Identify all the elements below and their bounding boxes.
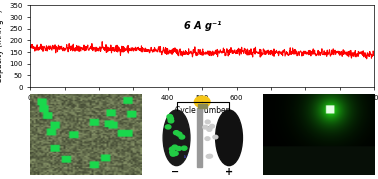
Circle shape [213, 135, 218, 139]
Text: +: + [225, 167, 233, 177]
Circle shape [170, 150, 175, 154]
Circle shape [168, 119, 174, 123]
Text: PF₆⁻: PF₆⁻ [206, 126, 215, 130]
Bar [197, 108, 202, 167]
Circle shape [170, 152, 176, 156]
Text: Li⁺: Li⁺ [184, 155, 189, 159]
Circle shape [207, 128, 212, 131]
Circle shape [177, 132, 182, 136]
Circle shape [168, 117, 174, 121]
Circle shape [167, 115, 173, 119]
Circle shape [206, 155, 211, 158]
Circle shape [205, 137, 210, 141]
Circle shape [176, 146, 181, 151]
Text: −: − [171, 167, 180, 177]
Circle shape [173, 151, 178, 156]
Circle shape [203, 125, 208, 129]
Circle shape [194, 96, 210, 108]
Circle shape [181, 146, 187, 150]
Circle shape [209, 124, 214, 128]
X-axis label: Cycle Number: Cycle Number [175, 106, 229, 115]
Circle shape [165, 125, 171, 129]
Ellipse shape [215, 110, 242, 166]
Bar [198, 104, 207, 108]
Circle shape [174, 131, 179, 135]
Circle shape [179, 135, 185, 139]
Circle shape [205, 120, 210, 124]
Circle shape [172, 145, 178, 149]
Circle shape [208, 154, 212, 158]
Y-axis label: Capacity (mAh g⁻¹): Capacity (mAh g⁻¹) [0, 9, 3, 83]
Text: 6 A g⁻¹: 6 A g⁻¹ [184, 21, 221, 31]
Circle shape [169, 147, 175, 151]
Ellipse shape [163, 110, 190, 166]
